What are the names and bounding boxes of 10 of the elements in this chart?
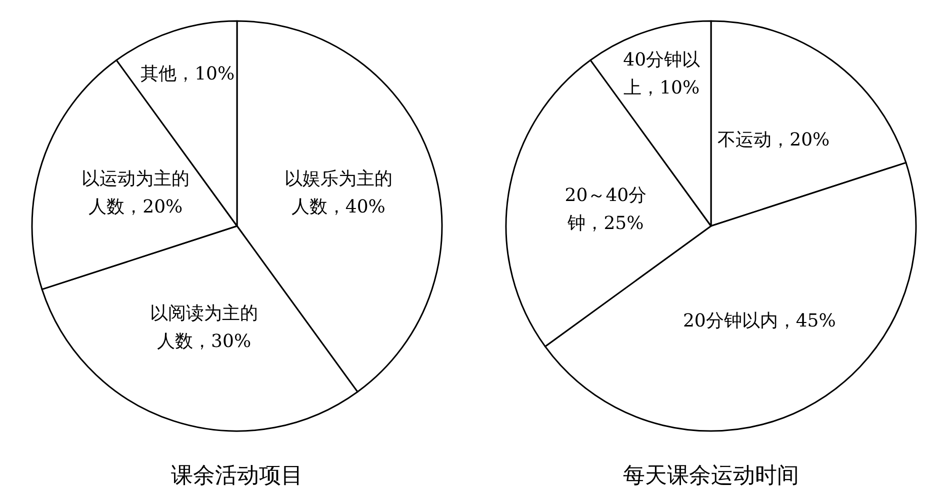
slice-label: 40分钟以上，10% [623,49,700,98]
slice-label: 以娱乐为主的人数，40% [284,168,392,218]
slice-label: 以阅读为主的人数，30% [150,302,258,352]
slice-label: 20分钟以内，45% [682,310,836,332]
slice-label: 其他，10% [140,63,235,84]
slice-label: 20～40分钟，25% [564,184,647,234]
text: 课余活动项目 [171,464,303,488]
text: 每天课余运动时间 [623,464,799,488]
slice-label: 以运动为主的人数，20% [82,168,190,218]
slice-label: 不运动，20% [718,129,830,150]
